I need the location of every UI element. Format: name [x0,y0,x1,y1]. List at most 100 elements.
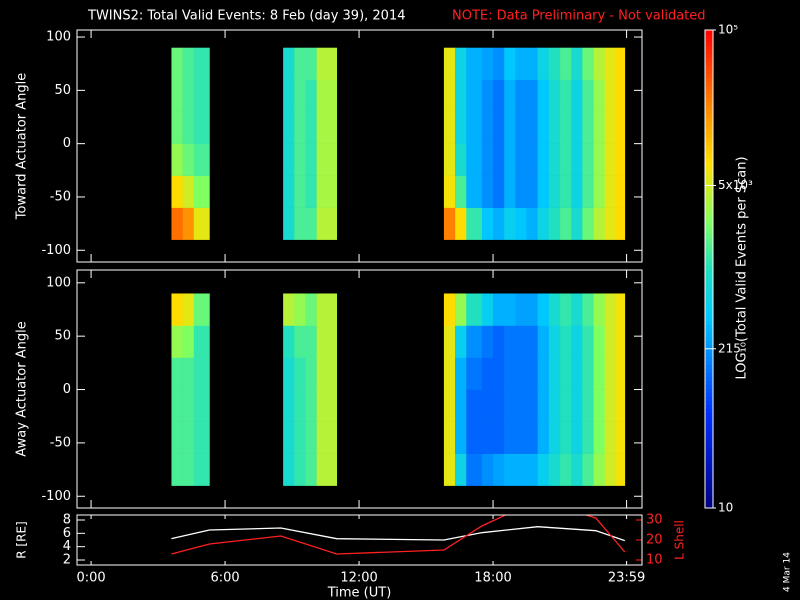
heatmap-cell [493,389,505,422]
colorbar-strip [705,221,713,226]
heatmap-cell [493,325,505,358]
heatmap-cell [316,389,338,422]
heatmap-cell [593,357,606,390]
heatmap-cell [560,143,572,176]
colorbar-strip [705,81,713,87]
x-tick-label: 6:00 [210,571,239,586]
heatmap-cell [481,453,494,486]
colorbar-strip [705,77,713,83]
heatmap-cell [548,207,561,240]
heatmap-cell [283,293,295,326]
heatmap-cell [481,421,494,454]
heatmap-cell [316,293,338,326]
heatmap-cell [294,175,306,208]
colorbar-strip [705,169,713,174]
colorbar-strip [705,189,713,194]
heatmap-cell [455,453,467,486]
colorbar-strip [705,480,713,485]
y-tick-label: 50 [54,83,71,98]
y-tick-label: -50 [50,435,71,450]
heatmap-cell [466,453,483,486]
heatmap-cell [171,421,183,454]
y-tick-label: 2 [63,553,71,568]
colorbar-strip [705,97,713,103]
heatmap-cell [182,207,195,240]
colorbar-strip [705,253,713,258]
colorbar-strip [705,49,713,55]
heatmap-cell [593,47,606,80]
heatmap-cell [443,389,456,422]
heatmap-cell [560,389,572,422]
heatmap-cell [615,207,626,240]
heatmap-cell [481,143,494,176]
heatmap-cell [582,143,594,176]
colorbar-strip [705,69,713,75]
heatmap-cell [443,293,456,326]
colorbar-strip [705,181,713,186]
colorbar-strip [705,137,713,143]
heatmap-cell [305,421,317,454]
y-axis-label: Away Actuator Angle [15,321,30,456]
colorbar-strip [705,45,713,51]
colorbar-strip [705,205,713,210]
heatmap-cell [615,293,626,326]
colorbar-strip [705,496,713,501]
colorbar-strip [705,356,713,362]
heatmap-cell [515,293,527,326]
heatmap-cell [182,79,195,112]
heatmap-cell [560,79,572,112]
heatmap-cell [515,175,527,208]
note: NOTE: Data Preliminary - Not validated [452,9,706,24]
heatmap-cell [604,421,617,454]
heatmap-cell [171,357,183,390]
colorbar-strip [705,33,713,39]
heatmap-cell [193,325,210,358]
colorbar-strip [705,456,713,461]
heatmap-cell [571,143,583,176]
heatmap-cell [182,389,195,422]
heatmap-cell [493,293,505,326]
heatmap-cell [537,357,550,390]
heatmap-cell [171,293,183,326]
heatmap-cell [182,357,195,390]
heatmap-cell [548,143,561,176]
heatmap-cell [537,47,550,80]
heatmap-cell [537,453,550,486]
heatmap-cell [537,111,550,144]
heatmap-cell [481,207,494,240]
heatmap-cell [582,453,594,486]
colorbar-label: LOG₁₀(Total Valid Events per Scan) [735,156,750,379]
x-tick-label: 18:00 [474,571,511,586]
heatmap-cell [493,143,505,176]
heatmap-cell [283,47,295,80]
heatmap-cell [466,143,483,176]
heatmap-cell [515,421,527,454]
heatmap-cell [548,453,561,486]
heatmap-cell [593,175,606,208]
heatmap-cell [493,47,505,80]
colorbar-strip [705,400,713,405]
heatmap-cell [526,421,539,454]
colorbar-strip [705,165,713,170]
heatmap-cell [305,207,317,240]
heatmap-cell [171,143,183,176]
heatmap-cell [294,207,306,240]
y-tick-label: 0 [63,382,71,397]
colorbar-strip [705,133,713,139]
heatmap-cell [548,325,561,358]
heatmap-cell [294,79,306,112]
heatmap-cell [193,143,210,176]
y2-axis-label: L Shell [673,520,687,560]
heatmap-cell [526,207,539,240]
heatmap-cell [443,143,456,176]
heatmap-cell [560,293,572,326]
heatmap-cell [582,421,594,454]
heatmap-cell [548,47,561,80]
colorbar-strip [705,37,713,43]
heatmap-cell [466,325,483,358]
heatmap-cell [593,325,606,358]
heatmap-cell [493,207,505,240]
colorbar-strip [705,101,713,107]
heatmap-cell [305,111,317,144]
